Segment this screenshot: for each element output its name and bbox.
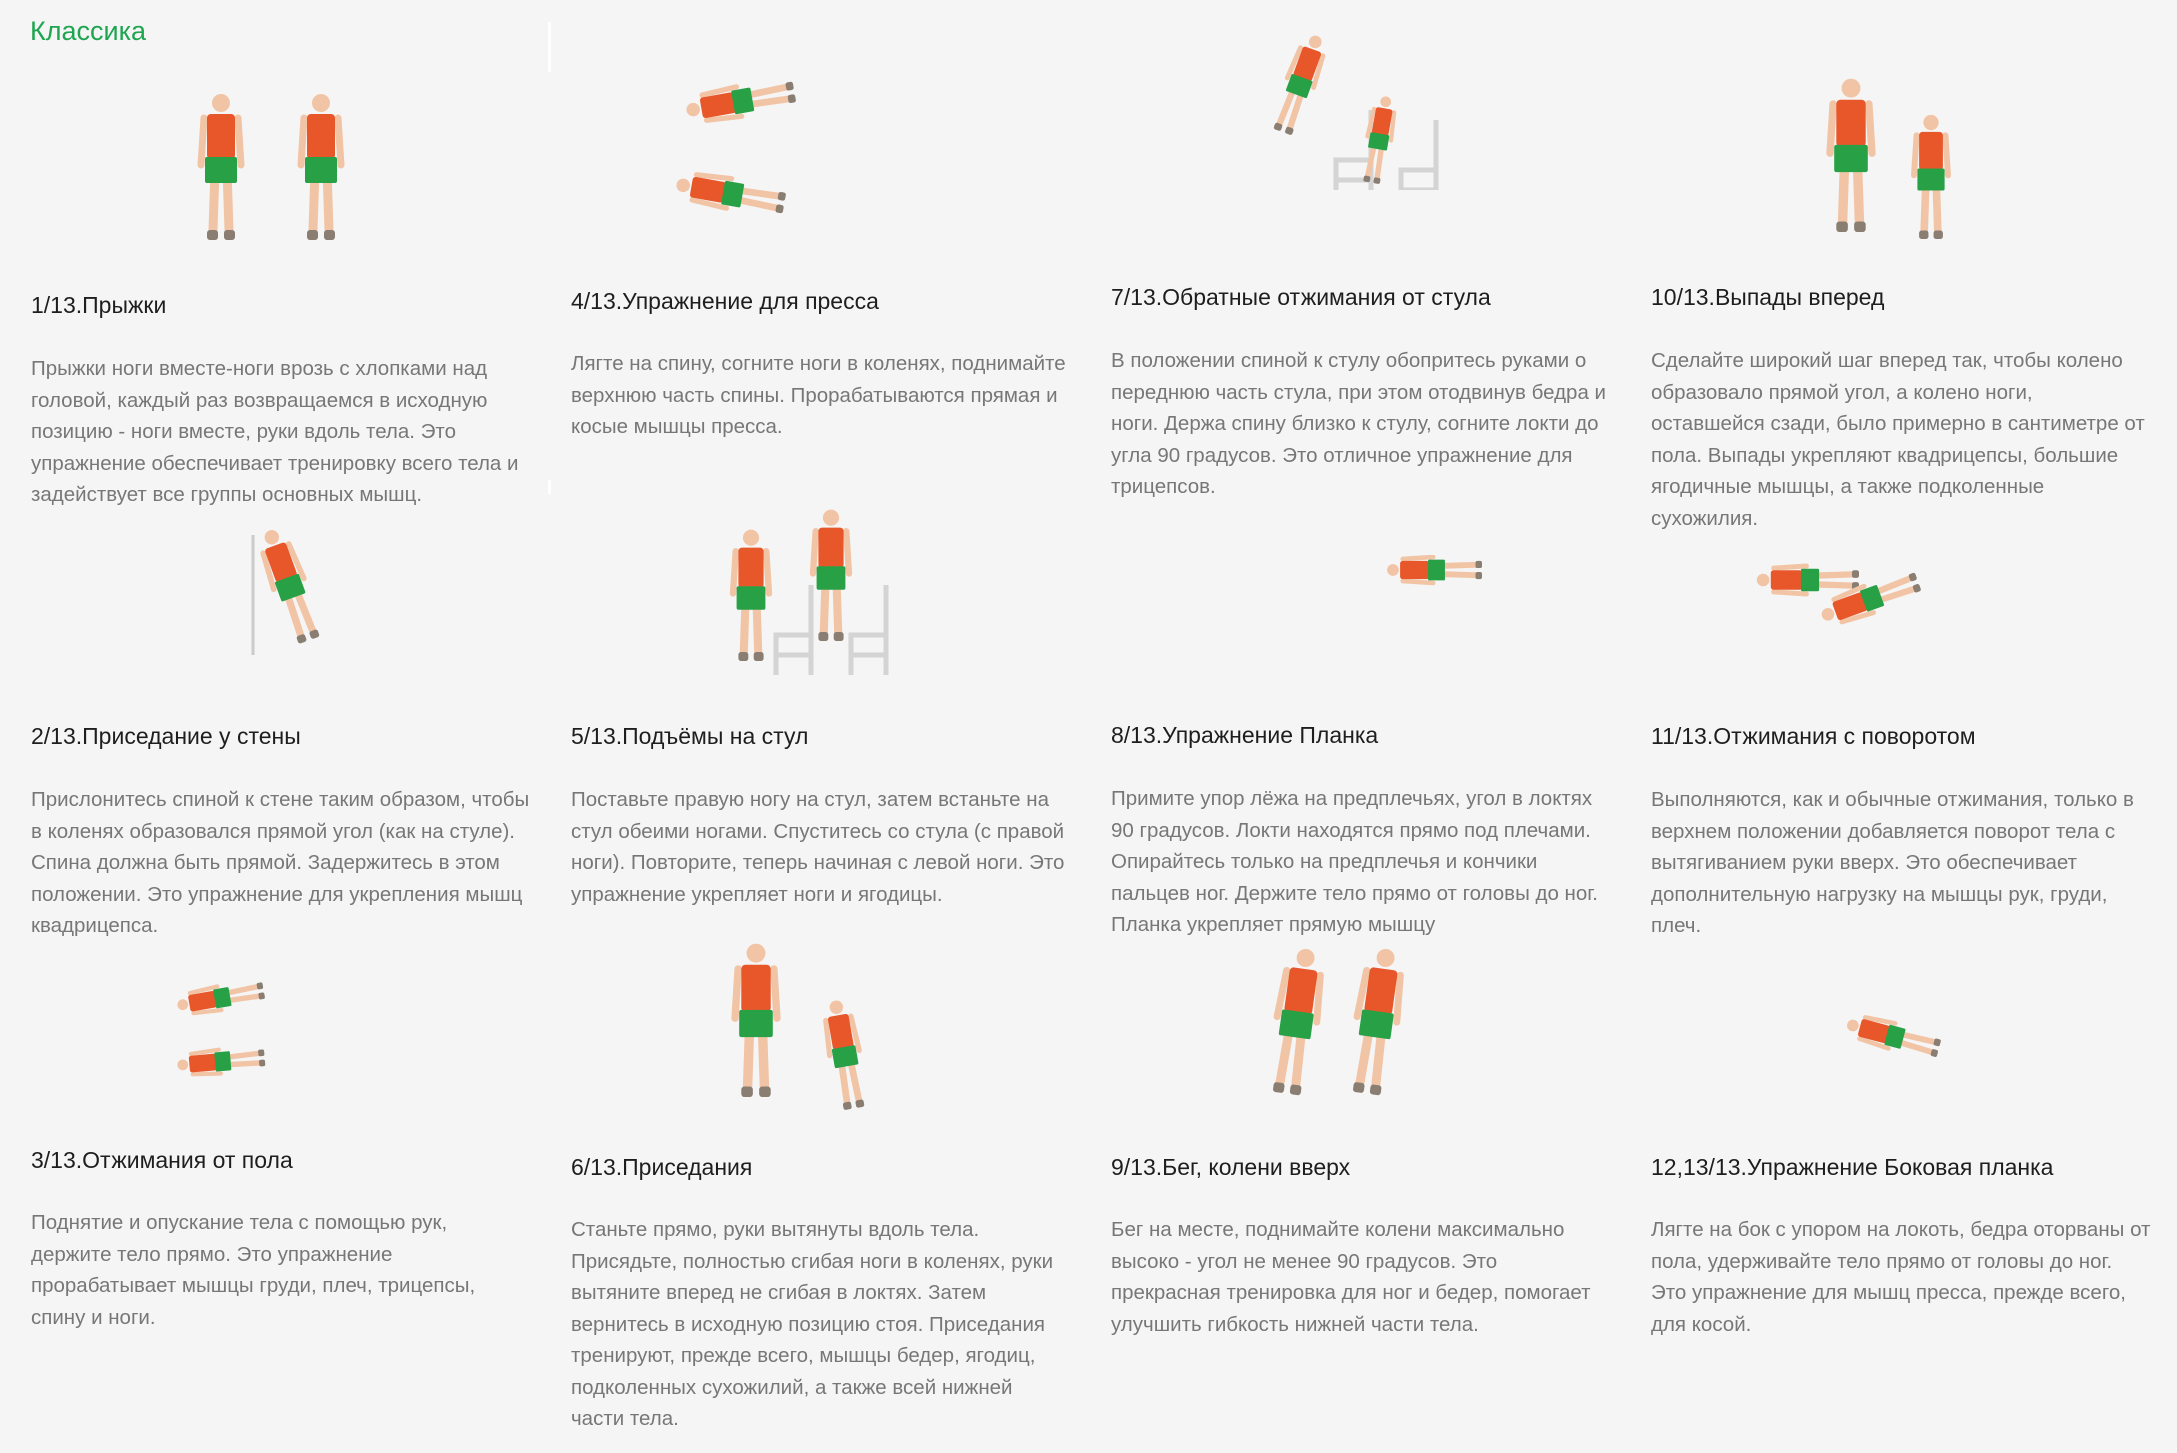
person-figure (1363, 96, 1397, 184)
exercise-title: 5/13.Подъёмы на стул (571, 723, 809, 749)
exercise-title: 8/13.Упражнение Планка (1111, 722, 1379, 748)
exercise-description: Поднятие и опускание тела с помощью рук,… (31, 1211, 476, 1329)
exercise-illustration (197, 94, 345, 240)
exercise-illustration (731, 943, 865, 1110)
exercise-title: 3/13.Отжимания от пола (31, 1147, 293, 1173)
exercise-illustration (251, 530, 320, 655)
person-figure (1821, 572, 1921, 625)
person-figure (731, 943, 781, 1097)
exercise-illustration (729, 509, 889, 675)
exercise-description: Прыжки ноги вместе-ноги врозь с хлопками… (31, 357, 519, 506)
exercise-title: 11/13.Отжимания с поворотом (1651, 723, 1976, 749)
person-figure (1353, 948, 1404, 1096)
chair-icon (773, 585, 814, 675)
exercise-illustration (1847, 1015, 1941, 1057)
exercise-title: 6/13.Приседания (571, 1154, 753, 1180)
person-figure (729, 529, 773, 661)
exercise-title: 1/13.Прыжки (31, 292, 167, 318)
exercise-description: Поставьте правую ногу на стул, затем вст… (571, 788, 1065, 906)
chair-icon (848, 585, 889, 675)
exercise-illustration (676, 81, 796, 214)
exercise-title: 10/13.Выпады вперед (1651, 284, 1885, 310)
exercise-title: 9/13.Бег, колени вверх (1111, 1154, 1351, 1180)
exercise-illustration (1756, 563, 1921, 625)
exercise-title: 4/13.Упражнение для пресса (571, 288, 879, 314)
person-figure (809, 509, 853, 641)
exercise-illustration (1387, 555, 1483, 586)
exercise-description: Сделайте широкий шаг вперед так, чтобы к… (1651, 349, 2145, 530)
exercise-description: Прислонитесь спиной к стене таким образо… (31, 788, 530, 937)
exercise-illustration (1826, 78, 1951, 239)
exercise-illustration (1273, 948, 1404, 1096)
divider (548, 480, 551, 494)
person-figure (177, 982, 265, 1016)
section-title: Классика (30, 16, 147, 46)
person-figure (197, 94, 245, 240)
exercise-description: Выполняются, как и обычные отжимания, то… (1651, 788, 2134, 937)
person-figure (1847, 1015, 1941, 1057)
person-figure (823, 1000, 865, 1110)
person-figure (297, 94, 345, 240)
person-figure (686, 81, 796, 123)
divider (548, 22, 551, 72)
exercise-description: В положении спиной к стулу обопритесь ру… (1111, 349, 1607, 498)
exercise-description: Станьте прямо, руки вытянуты вдоль тела.… (571, 1218, 1054, 1430)
person-figure (177, 1047, 266, 1077)
exercise-title: 12,13/13.Упражнение Боковая планка (1651, 1154, 2054, 1180)
chair-icon (1398, 120, 1439, 190)
person-figure (1273, 948, 1324, 1096)
person-figure (1826, 78, 1876, 232)
person-figure (1273, 35, 1326, 135)
person-figure (260, 530, 320, 644)
exercise-title: 7/13.Обратные отжимания от стула (1111, 284, 1491, 310)
exercise-description: Лягте на спину, согните ноги в коленях, … (571, 352, 1066, 438)
person-figure (1387, 555, 1483, 586)
exercise-description: Бег на месте, поднимайте колени максимал… (1111, 1218, 1591, 1336)
exercise-description: Лягте на бок с упором на локоть, бедра о… (1651, 1218, 2151, 1336)
person-figure (676, 172, 786, 214)
exercise-title: 2/13.Приседание у стены (31, 723, 301, 749)
person-figure (1911, 114, 1951, 239)
person-figure (1756, 563, 1859, 597)
exercise-illustration (1273, 35, 1439, 190)
exercise-description: Примите упор лёжа на предплечьях, угол в… (1111, 787, 1598, 936)
exercise-illustration (177, 982, 266, 1077)
